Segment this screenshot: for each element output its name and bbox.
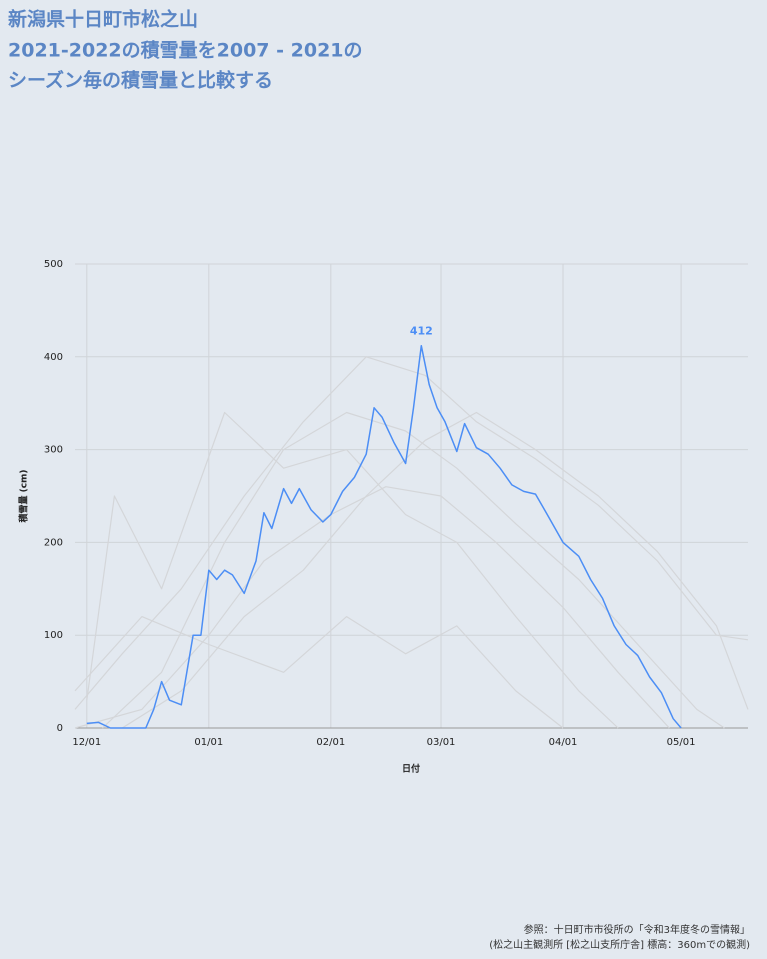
series-line <box>102 411 725 729</box>
series-line <box>74 486 670 729</box>
y-tick-label: 100 <box>44 630 63 641</box>
y-tick-label: 500 <box>44 259 63 270</box>
chart-title: 2021-2022の積雪量を2007 - 2021の <box>8 39 363 62</box>
x-tick-label: 03/01 <box>427 737 456 748</box>
y-tick-label: 200 <box>44 537 63 548</box>
x-tick-label: 02/01 <box>316 737 345 748</box>
series-line <box>121 411 749 729</box>
series-line <box>86 411 619 729</box>
y-tick-label: 300 <box>44 445 63 456</box>
series-line <box>74 356 749 710</box>
series-line <box>86 344 682 729</box>
y-tick-label: 400 <box>44 352 63 363</box>
peak-label: 412 <box>410 325 433 338</box>
x-tick-label: 05/01 <box>667 737 696 748</box>
source: (松之山主観測所 [松之山支所庁舎] 標高：360mでの観測) <box>489 938 750 951</box>
series-line <box>74 616 564 729</box>
x-tick-label: 01/01 <box>194 737 223 748</box>
chart-title: シーズン毎の積雪量と比較する <box>8 69 273 92</box>
y-tick-label: 0 <box>57 723 63 734</box>
x-tick-label: 12/01 <box>72 737 101 748</box>
source: 参照：十日町市市役所の「令和3年度冬の雪情報」 <box>524 923 750 936</box>
chart-title: 新潟県十日町市松之山 <box>8 8 198 31</box>
y-axis-label: 積雪量 (cm) <box>18 469 30 523</box>
x-axis-label: 日付 <box>402 763 420 775</box>
x-tick-label: 04/01 <box>549 737 578 748</box>
